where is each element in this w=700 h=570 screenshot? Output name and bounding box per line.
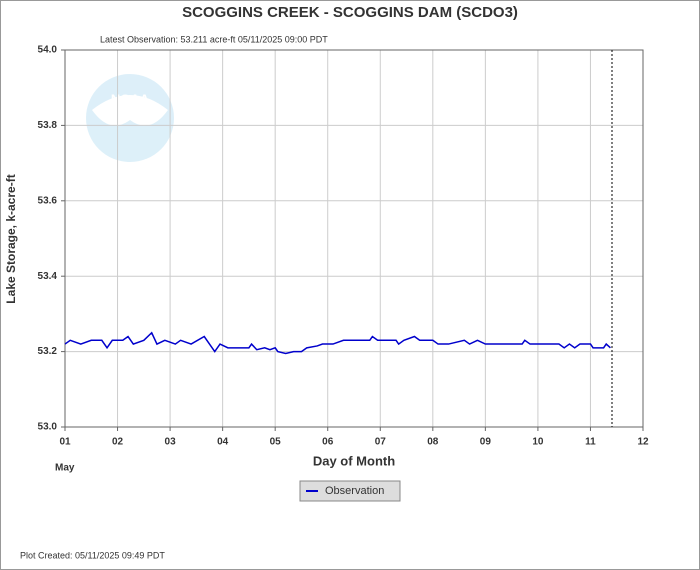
x-tick-label: 03 <box>165 437 177 448</box>
y-tick-label: 54.0 <box>38 45 58 56</box>
chart-title: SCOGGINS CREEK - SCOGGINS DAM (SCDO3) <box>182 4 518 21</box>
x-tick-label: 09 <box>480 437 492 448</box>
x-sublabel: May <box>55 463 75 474</box>
y-tick-label: 53.4 <box>38 271 58 282</box>
legend-label: Observation <box>325 485 384 497</box>
plot-border <box>64 49 644 428</box>
x-tick-label: 01 <box>59 437 71 448</box>
y-tick-label: 53.0 <box>38 422 58 433</box>
x-tick-label: 11 <box>585 437 596 448</box>
x-tick-label: 05 <box>270 437 282 448</box>
logo-text: NOAA <box>111 91 150 106</box>
x-tick-label: 12 <box>637 437 649 448</box>
x-tick-label: 06 <box>322 437 334 448</box>
footer: Plot Created: 05/11/2025 09:49 PDT <box>20 550 165 560</box>
series-line <box>64 331 611 355</box>
x-tick-label: 10 <box>532 437 544 448</box>
x-tick-label: 04 <box>217 437 229 448</box>
x-axis-label: Day of Month <box>313 453 395 468</box>
y-tick-label: 53.2 <box>38 346 58 357</box>
y-tick-label: 53.8 <box>38 120 58 131</box>
logo-gull <box>92 95 168 126</box>
noaa-logo: NOAA <box>86 74 174 162</box>
x-tick-label: 07 <box>375 437 387 448</box>
y-tick-label: 53.6 <box>38 195 58 206</box>
chart-subtitle: Latest Observation: 53.211 acre-ft 05/11… <box>100 34 328 44</box>
y-axis-label: Lake Storage, k-acre-ft <box>4 174 18 303</box>
x-tick-label: 02 <box>112 437 124 448</box>
logo-circle <box>86 74 174 162</box>
x-tick-label: 08 <box>427 437 439 448</box>
legend-box <box>299 480 401 502</box>
